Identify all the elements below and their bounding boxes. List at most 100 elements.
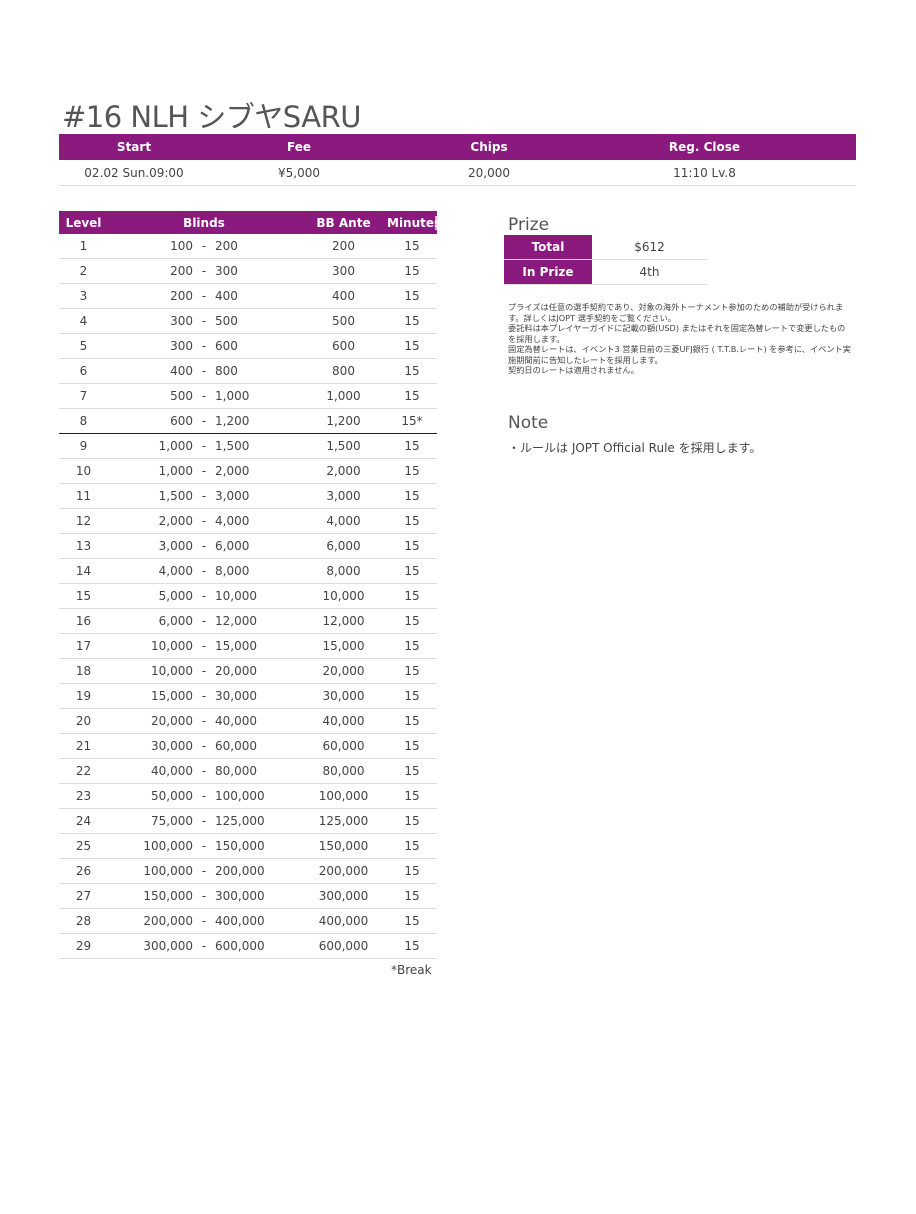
big-blind: 10,000 (215, 589, 257, 603)
big-blind: 300,000 (215, 889, 265, 903)
small-blind: 15,000 (151, 689, 193, 703)
minutes-cell: 15 (404, 639, 420, 653)
minutes-cell: 15 (404, 614, 420, 628)
prize-note: 契約日のレートは適用されません。 (508, 365, 639, 375)
small-blind: 3,000 (158, 539, 193, 553)
prize-note: 固定為替レートは、イベント3 営業日前の三菱UFJ銀行 ( T.T.B.レート)… (508, 344, 851, 365)
blinds-separator: - (201, 814, 207, 828)
minutes-cell: 15* (401, 414, 423, 428)
prize-row-in-prize: In Prize 4th (504, 260, 707, 285)
header-minutes: Minutes (387, 215, 442, 230)
level-cell: 18 (75, 664, 92, 678)
level-cell: 28 (75, 914, 92, 928)
blind-level-row: 19 15,000-30,000 30,000 15 (59, 684, 437, 709)
blind-level-row: 26 100,000-200,000 200,000 15 (59, 859, 437, 884)
blinds-separator: - (201, 614, 207, 628)
event-info-values: 02.02 Sun.09:00 ¥5,000 20,000 11:10 Lv.8 (59, 160, 856, 186)
blinds-separator: - (201, 664, 207, 678)
small-blind: 400 (170, 364, 193, 378)
blind-level-row: 7 500-1,000 1,000 15 (59, 384, 437, 409)
blind-level-row: 20 20,000-40,000 40,000 15 (59, 709, 437, 734)
blind-level-row: 29 300,000-600,000 600,000 15 (59, 934, 437, 959)
blinds-cell: 100,000-150,000 (108, 839, 300, 853)
big-blind: 600,000 (215, 939, 265, 953)
level-cell: 4 (79, 314, 88, 328)
blind-level-row: 22 40,000-80,000 80,000 15 (59, 759, 437, 784)
bb-ante-cell: 80,000 (322, 764, 365, 778)
small-blind: 30,000 (151, 739, 193, 753)
level-cell: 20 (75, 714, 92, 728)
small-blind: 6,000 (158, 614, 193, 628)
blinds-separator: - (201, 414, 207, 428)
bb-ante-cell: 8,000 (326, 564, 361, 578)
level-cell: 9 (79, 439, 88, 453)
bb-ante-cell: 100,000 (318, 789, 369, 803)
bb-ante-cell: 60,000 (322, 739, 365, 753)
blinds-separator: - (201, 264, 207, 278)
level-cell: 12 (75, 514, 92, 528)
blind-level-row: 18 10,000-20,000 20,000 15 (59, 659, 437, 684)
blind-level-row: 1 100-200 200 15 (59, 234, 437, 259)
blinds-separator: - (201, 639, 207, 653)
note-text: ・ルールは JOPT Official Rule を採用します。 (508, 441, 762, 455)
blinds-separator: - (201, 314, 207, 328)
minutes-cell: 15 (404, 739, 420, 753)
small-blind: 150,000 (143, 889, 193, 903)
blind-level-row: 17 10,000-15,000 15,000 15 (59, 634, 437, 659)
start-value: 02.02 Sun.09:00 (84, 165, 184, 180)
bb-ante-cell: 600,000 (318, 939, 369, 953)
blind-level-row: 9 1,000-1,500 1,500 15 (59, 434, 437, 459)
blinds-cell: 50,000-100,000 (108, 789, 300, 803)
small-blind: 10,000 (151, 639, 193, 653)
header-reg-close: Reg. Close (668, 140, 741, 154)
blind-level-row: 5 300-600 600 15 (59, 334, 437, 359)
level-cell: 19 (75, 689, 92, 703)
blinds-cell: 1,500-3,000 (108, 489, 300, 503)
prize-label: In Prize (504, 260, 592, 284)
blinds-separator: - (201, 839, 207, 853)
minutes-cell: 15 (404, 864, 420, 878)
blinds-separator: - (201, 564, 207, 578)
break-note: *Break (391, 963, 432, 977)
bb-ante-cell: 2,000 (326, 464, 361, 478)
level-cell: 16 (75, 614, 92, 628)
big-blind: 600 (215, 339, 238, 353)
level-cell: 11 (75, 489, 92, 503)
blind-level-row: 4 300-500 500 15 (59, 309, 437, 334)
blinds-separator: - (201, 514, 207, 528)
blinds-separator: - (201, 864, 207, 878)
small-blind: 75,000 (151, 814, 193, 828)
bb-ante-cell: 30,000 (322, 689, 365, 703)
blinds-cell: 300-500 (108, 314, 300, 328)
level-cell: 1 (79, 239, 88, 253)
big-blind: 4,000 (215, 514, 250, 528)
big-blind: 500 (215, 314, 238, 328)
minutes-cell: 15 (404, 839, 420, 853)
event-info-table: Start Fee Chips Reg. Close 02.02 Sun.09:… (59, 134, 856, 186)
level-cell: 7 (79, 389, 88, 403)
small-blind: 50,000 (151, 789, 193, 803)
small-blind: 300 (170, 314, 193, 328)
small-blind: 4,000 (158, 564, 193, 578)
bb-ante-cell: 500 (332, 314, 355, 328)
blinds-cell: 10,000-20,000 (108, 664, 300, 678)
bb-ante-cell: 12,000 (322, 614, 365, 628)
level-cell: 23 (75, 789, 92, 803)
big-blind: 125,000 (215, 814, 265, 828)
minutes-cell: 15 (404, 389, 420, 403)
small-blind: 200,000 (143, 914, 193, 928)
level-cell: 17 (75, 639, 92, 653)
blinds-cell: 200-400 (108, 289, 300, 303)
blind-level-row: 6 400-800 800 15 (59, 359, 437, 384)
bb-ante-cell: 200,000 (318, 864, 369, 878)
blinds-cell: 200-300 (108, 264, 300, 278)
blind-level-row: 25 100,000-150,000 150,000 15 (59, 834, 437, 859)
bb-ante-cell: 200 (332, 239, 355, 253)
minutes-cell: 15 (404, 339, 420, 353)
bb-ante-cell: 300,000 (318, 889, 369, 903)
reg-close-value: 11:10 Lv.8 (673, 165, 736, 180)
prize-label: Total (504, 235, 592, 259)
prize-value: $612 (634, 240, 665, 254)
prize-notes: プライズは任意の選手契約であり、対象の海外トーナメント参加のための補助が受けられ… (508, 302, 853, 376)
blinds-separator: - (201, 239, 207, 253)
